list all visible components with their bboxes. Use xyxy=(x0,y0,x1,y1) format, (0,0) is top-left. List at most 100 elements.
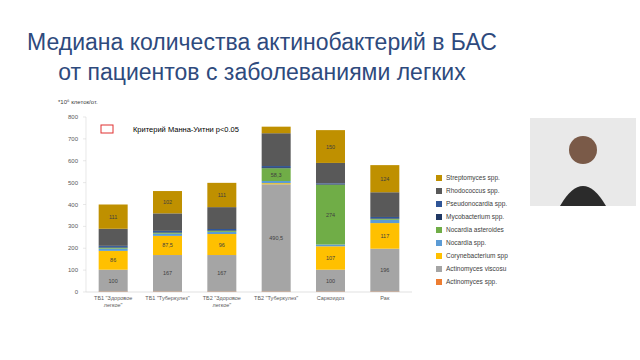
bar-segment xyxy=(153,231,182,233)
y-tick xyxy=(83,182,86,183)
bar-segment xyxy=(153,233,182,234)
x-axis xyxy=(86,292,412,293)
legend-swatch xyxy=(436,266,442,272)
data-label: 124 xyxy=(380,176,389,182)
bar-segment xyxy=(207,231,236,232)
legend-swatch xyxy=(436,279,442,285)
legend-label: Corynebacterium spp xyxy=(446,252,508,260)
x-tick-label: ТБ2 "Туберкулез" xyxy=(254,295,298,301)
legend-label: Actinomyces viscosu xyxy=(446,265,507,273)
legend-label: Streptomyces spp. xyxy=(446,174,500,182)
data-label: 100 xyxy=(109,278,118,284)
y-tick xyxy=(83,248,86,249)
bar-segment xyxy=(153,231,182,232)
bar-segment xyxy=(207,207,236,229)
legend-swatch xyxy=(436,227,442,233)
bar-segment xyxy=(262,184,291,291)
bar-segment xyxy=(370,165,399,192)
bar-segment xyxy=(99,229,128,246)
bar-segment xyxy=(207,229,236,230)
y-tick-label: 200 xyxy=(68,245,79,251)
bar-segment xyxy=(262,127,291,134)
bar-segment xyxy=(153,234,182,236)
bar-segment xyxy=(99,205,128,229)
y-tick xyxy=(83,138,86,139)
bar-segment xyxy=(370,220,399,223)
y-tick xyxy=(83,204,86,205)
y-tick-label: 700 xyxy=(68,136,79,142)
legend-label: Rhodococcus spp. xyxy=(446,187,500,195)
y-axis xyxy=(86,117,87,292)
bar-segment xyxy=(316,270,345,292)
bar-segment xyxy=(316,185,345,245)
title: Медиана количества актинобактерий в БАСо… xyxy=(27,29,497,85)
data-label: 150 xyxy=(326,144,335,150)
x-tick-label: ТБ2 "Здоровоелегкое" xyxy=(203,295,241,308)
bar-segment xyxy=(207,255,236,292)
bar-segment xyxy=(262,168,291,181)
data-label: 490,5 xyxy=(269,235,283,241)
data-labels: 1008611116787,510216796111490,558,310010… xyxy=(109,144,390,284)
webcam-person-body xyxy=(560,186,606,206)
bar-segment xyxy=(316,183,345,185)
bar-segment xyxy=(207,234,236,255)
data-label: 117 xyxy=(380,233,389,239)
y-tick-label: 600 xyxy=(68,158,79,164)
bars xyxy=(99,127,400,292)
legend-swatch xyxy=(436,253,442,259)
bar-segment xyxy=(316,246,345,269)
legend-swatch xyxy=(436,201,442,207)
data-label: 111 xyxy=(109,214,117,220)
y-tick xyxy=(83,270,86,271)
bar-segment xyxy=(262,133,291,166)
data-label: 96 xyxy=(219,242,225,248)
bar-segment xyxy=(99,246,128,247)
y-tick-label: 0 xyxy=(75,289,79,295)
bar-segment xyxy=(262,167,291,168)
legend-swatch xyxy=(436,214,442,220)
x-tick-label: Саркоидоз xyxy=(317,295,345,301)
data-label: 102 xyxy=(163,199,172,205)
bar-segment xyxy=(316,245,345,247)
y-tick xyxy=(83,160,86,161)
bar-segment xyxy=(207,232,236,234)
bar-segment xyxy=(370,249,399,292)
bar-segment xyxy=(207,183,236,207)
annotation-marker xyxy=(101,125,113,133)
bar-segment xyxy=(99,249,128,251)
bar-segment xyxy=(262,183,291,184)
legend-swatch xyxy=(436,188,442,194)
bar-segment xyxy=(262,181,291,183)
data-label: 274 xyxy=(326,212,335,218)
data-label: 58,3 xyxy=(271,172,282,178)
data-label: 196 xyxy=(380,267,389,273)
legend-swatch xyxy=(436,240,442,246)
bar-segment xyxy=(99,246,128,248)
y-tick xyxy=(83,292,86,293)
legend-label: Nocardia asteroides xyxy=(446,226,505,233)
x-tick-label: ТБ1 "Здоровоелегкое" xyxy=(94,295,132,308)
x-tick-label: Рак xyxy=(380,295,390,301)
data-label: 167 xyxy=(217,270,226,276)
bar-segment xyxy=(262,166,291,167)
bar-segment xyxy=(153,236,182,255)
webcam-frame xyxy=(530,118,636,206)
bar-segment xyxy=(316,163,345,183)
y-tick-label: 300 xyxy=(68,223,79,229)
x-tick-label: ТБ1 "Туберкулез" xyxy=(145,295,189,301)
bar-segment xyxy=(99,270,128,292)
y-tick-label: 100 xyxy=(68,267,79,273)
data-label: 167 xyxy=(163,270,172,276)
annotation: Критерий Манна-Уитни p<0.05 xyxy=(133,125,239,134)
bar-segment xyxy=(370,192,399,217)
y-tick xyxy=(83,226,86,227)
legend-label: Nocardia spp. xyxy=(446,239,486,247)
bar-segment xyxy=(316,130,345,163)
data-label: 111 xyxy=(218,192,226,198)
bar-segment xyxy=(207,230,236,232)
bar-segment xyxy=(153,213,182,231)
background xyxy=(0,0,640,360)
y-tick-label: 800 xyxy=(68,114,79,120)
legend-label: Mycobacterium spp. xyxy=(446,213,504,221)
legend-label: Pseudonocardia spp. xyxy=(446,200,507,208)
